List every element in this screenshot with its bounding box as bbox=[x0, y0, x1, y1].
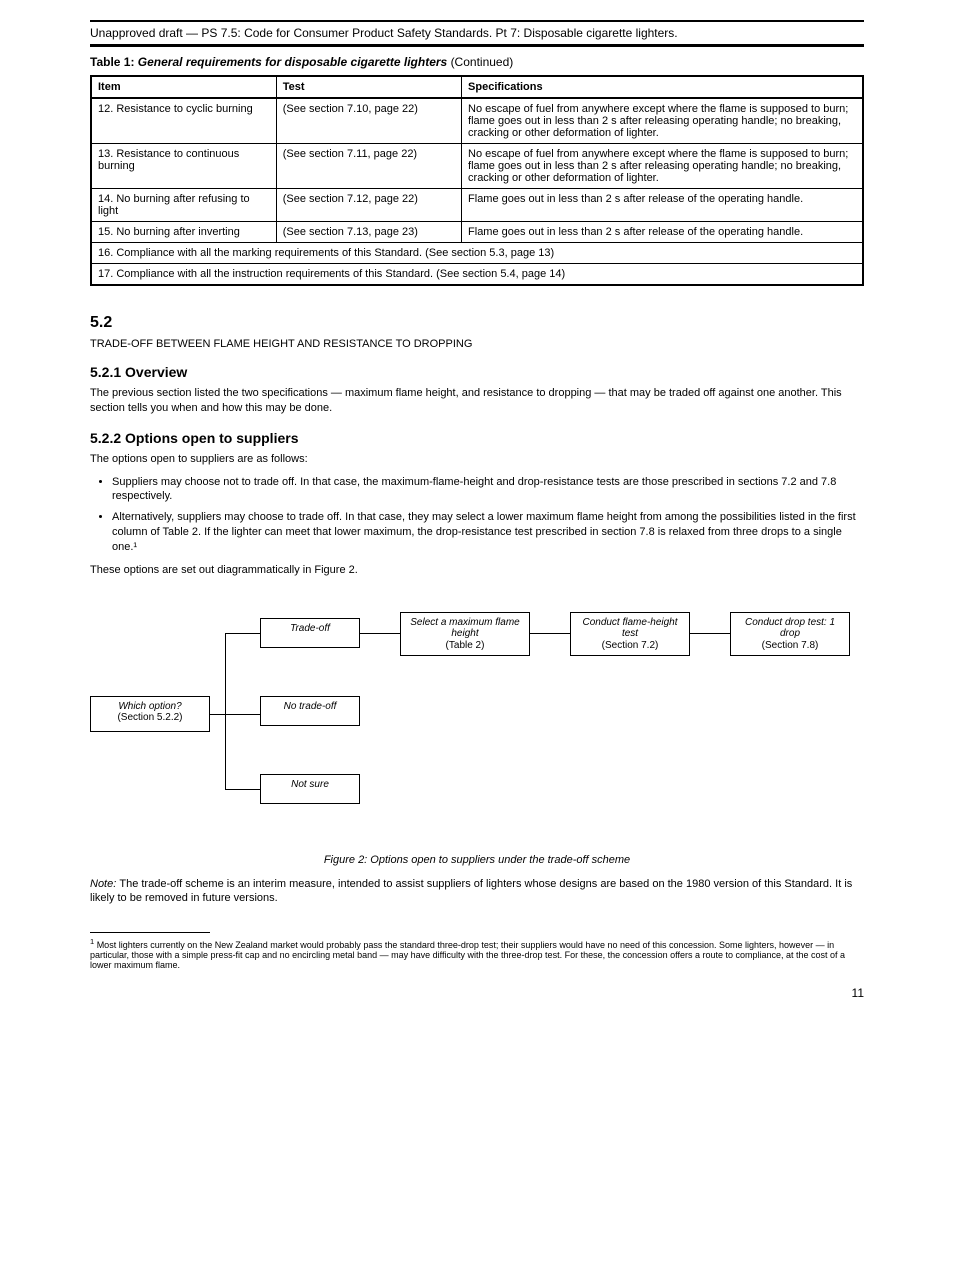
overview-heading: 5.2.1 Overview bbox=[90, 364, 864, 380]
page-header: Unapproved draft — PS 7.5: Code for Cons… bbox=[90, 26, 864, 40]
flow-edge bbox=[690, 633, 730, 634]
flow-node: Conduct flame-height test(Section 7.2) bbox=[570, 612, 690, 657]
col-spec: Specifications bbox=[462, 76, 863, 98]
flow-edge bbox=[225, 633, 226, 789]
table-row: 17. Compliance with all the instruction … bbox=[91, 264, 863, 286]
flow-node: Select a maximum flame height(Table 2) bbox=[400, 612, 530, 657]
flow-edge bbox=[360, 633, 400, 634]
list-item: Suppliers may choose not to trade off. I… bbox=[112, 475, 864, 505]
flow-node: Conduct drop test: 1 drop(Section 7.8) bbox=[730, 612, 850, 657]
flow-node: Which option?(Section 5.2.2) bbox=[90, 696, 210, 732]
flow-edge bbox=[225, 633, 260, 634]
footnote-text: Most lighters currently on the New Zeala… bbox=[90, 940, 845, 970]
table-header-row: Item Test Specifications bbox=[91, 76, 863, 98]
col-item: Item bbox=[91, 76, 276, 98]
figure-caption: Figure 2: Options open to suppliers unde… bbox=[90, 854, 864, 866]
footnote: 1 Most lighters currently on the New Zea… bbox=[90, 932, 864, 970]
note-paragraph: Note: The trade-off scheme is an interim… bbox=[90, 877, 864, 907]
table-row: 14. No burning after refusing to light (… bbox=[91, 189, 863, 222]
requirements-table: Item Test Specifications 12. Resistance … bbox=[90, 75, 864, 286]
flow-edge bbox=[530, 633, 570, 634]
flow-node: Trade-off bbox=[260, 618, 360, 648]
table-caption: Table 1: General requirements for dispos… bbox=[90, 55, 513, 69]
flow-edge bbox=[210, 714, 260, 715]
footnote-marker: 1 bbox=[90, 937, 94, 946]
options-heading: 5.2.2 Options open to suppliers bbox=[90, 430, 864, 446]
flow-node: Not sure bbox=[260, 774, 360, 804]
table-row: 15. No burning after inverting (See sect… bbox=[91, 222, 863, 243]
col-test: Test bbox=[276, 76, 461, 98]
options-list: Suppliers may choose not to trade off. I… bbox=[90, 475, 864, 555]
section-number: 5.2 bbox=[90, 314, 864, 332]
table-row: 13. Resistance to continuous burning (Se… bbox=[91, 144, 863, 189]
table-row: 16. Compliance with all the marking requ… bbox=[91, 243, 863, 264]
figure-flowchart: Which option?(Section 5.2.2) Trade-off No … bbox=[90, 588, 864, 848]
section-title: TRADE-OFF BETWEEN FLAME HEIGHT AND RESIS… bbox=[90, 338, 864, 350]
table-row: 12. Resistance to cyclic burning (See se… bbox=[91, 98, 863, 144]
options-intro: The options open to suppliers are as fol… bbox=[90, 452, 864, 467]
overview-body: The previous section listed the two spec… bbox=[90, 386, 864, 416]
note-label: Note: bbox=[90, 878, 119, 890]
flow-edge bbox=[225, 789, 260, 790]
options-note: These options are set out diagrammatical… bbox=[90, 563, 864, 578]
list-item: Alternatively, suppliers may choose to t… bbox=[112, 510, 864, 555]
flow-node: No trade-off bbox=[260, 696, 360, 726]
note-body: The trade-off scheme is an interim measu… bbox=[90, 878, 852, 905]
page-number: 11 bbox=[852, 986, 864, 1000]
